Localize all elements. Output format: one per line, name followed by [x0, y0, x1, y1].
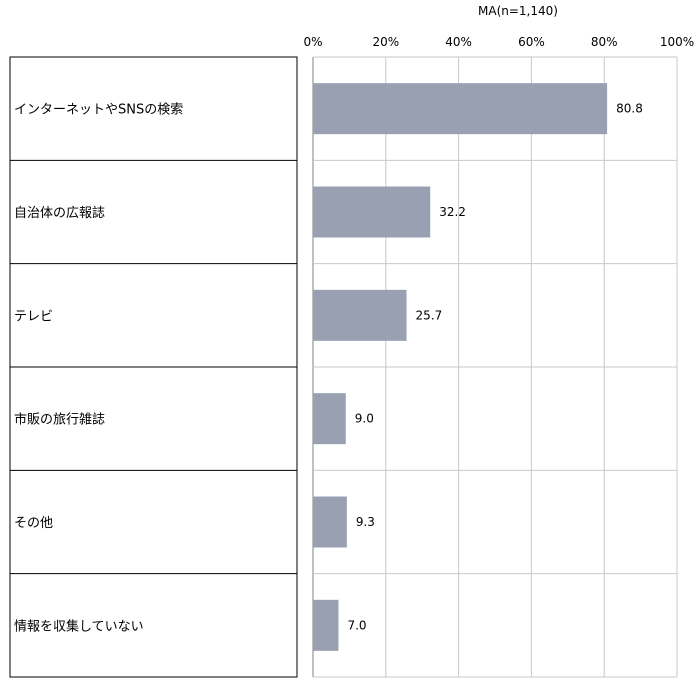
category-label: その他: [14, 516, 53, 531]
x-axis-ticks: 0% 20% 40% 60% 80% 100%: [303, 35, 694, 49]
bar: [313, 289, 407, 341]
grid-layer: [312, 56, 678, 678]
value-label: 7.0: [347, 618, 366, 632]
x-tick-label: 80%: [591, 35, 618, 49]
bar: [313, 599, 339, 651]
category-label-boxes: [9, 56, 298, 678]
bar: [313, 83, 608, 135]
bar: [313, 186, 431, 238]
category-label: テレビ: [14, 309, 53, 324]
bar: [313, 496, 347, 548]
value-label: 80.8: [616, 102, 643, 116]
value-label: 25.7: [416, 308, 443, 322]
sample-size-note: MA(n=1,140): [478, 4, 558, 18]
value-label: 9.0: [355, 412, 374, 426]
category-label: 市販の旅行雑誌: [14, 412, 105, 428]
category-label: 情報を収集していない: [14, 618, 144, 634]
bars: [313, 83, 608, 651]
category-label: 自治体の広報誌: [14, 205, 105, 221]
bar: [313, 393, 346, 445]
category-labels: インターネットやSNSの検索自治体の広報誌テレビ市販の旅行雑誌その他情報を収集し…: [14, 103, 183, 635]
category-label: インターネットやSNSの検索: [14, 103, 183, 118]
value-label: 32.2: [439, 205, 466, 219]
value-labels: 80.8 32.2 25.7 9.0 9.3 7.0: [347, 102, 642, 633]
x-tick-label: 20%: [372, 35, 399, 49]
x-tick-label: 100%: [660, 35, 694, 49]
x-tick-label: 60%: [518, 35, 545, 49]
x-tick-label: 40%: [445, 35, 472, 49]
x-tick-label: 0%: [303, 35, 322, 49]
value-label: 9.3: [356, 515, 375, 529]
